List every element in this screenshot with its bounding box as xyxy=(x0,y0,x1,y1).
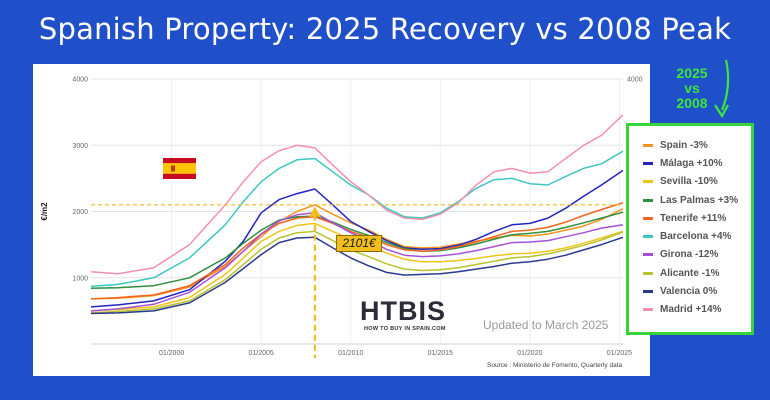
x-tick-label: 01/2020 xyxy=(517,350,542,357)
legend-item: Madrid +14% xyxy=(643,301,751,319)
series-line-barcelona xyxy=(90,150,624,288)
chart-panel: 4000400030003000200020001000100001/20000… xyxy=(33,64,650,376)
legend-item: Barcelona +4% xyxy=(643,227,751,245)
callout-line-1: 2025 xyxy=(676,65,708,81)
page-title: Spanish Property: 2025 Recovery vs 2008 … xyxy=(38,12,732,46)
legend-label: Málaga +10% xyxy=(660,157,723,169)
logo-tagline: HOW TO BUY IN SPAIN.COM xyxy=(364,326,446,332)
legend-swatch xyxy=(643,308,653,312)
x-tick-label: 01/2000 xyxy=(159,350,184,357)
legend-label: Las Palmas +3% xyxy=(660,194,739,206)
vs-callout: 2025 vs 2008 xyxy=(662,66,722,111)
legend-item: Sevilla -10% xyxy=(643,173,751,191)
legend-label: Valencia 0% xyxy=(660,286,718,298)
legend-item: Spain -3% xyxy=(643,136,751,154)
legend-item: Alicante -1% xyxy=(643,264,751,282)
y-axis-label: €/m2 xyxy=(40,202,49,221)
legend-swatch xyxy=(643,180,653,184)
series-line-málaga xyxy=(90,169,624,308)
x-tick-label: 01/2015 xyxy=(428,350,453,357)
peak-arrow-head xyxy=(308,206,321,217)
y-tick-label-left: 3000 xyxy=(72,143,88,150)
series-line-las xyxy=(90,211,624,290)
peak-annotation-label: 2101€ xyxy=(336,235,382,252)
legend-item: Las Palmas +3% xyxy=(643,191,751,209)
x-tick-label: 01/2010 xyxy=(338,350,363,357)
legend-swatch xyxy=(643,253,653,257)
series-line-madrid xyxy=(90,114,624,275)
legend-swatch xyxy=(643,198,653,202)
legend-swatch xyxy=(643,271,653,275)
legend-swatch xyxy=(643,143,653,147)
htbis-logo: HTBIS HOW TO BUY IN SPAIN.COM xyxy=(360,296,480,338)
legend-label: Barcelona +4% xyxy=(660,231,732,243)
line-chart: 4000400030003000200020001000100001/20000… xyxy=(40,77,643,358)
series-line-sevilla xyxy=(90,222,624,312)
legend-label: Spain -3% xyxy=(660,139,708,151)
legend-swatch xyxy=(643,161,653,165)
y-tick-label-left: 4000 xyxy=(72,77,88,84)
series-line-valencia xyxy=(90,236,624,315)
y-tick-label-right: 4000 xyxy=(627,77,643,84)
chart-legend: Spain -3% Málaga +10% Sevilla -10% Las Palm… xyxy=(626,123,754,335)
legend-item: Valencia 0% xyxy=(643,282,751,300)
source-note: Source : Ministerio de Fomento, Quarterl… xyxy=(487,362,623,369)
legend-item: Girona -12% xyxy=(643,246,751,264)
logo-text: HTBIS xyxy=(360,296,446,326)
y-tick-label-left: 1000 xyxy=(72,275,88,282)
legend-label: Madrid +14% xyxy=(660,304,722,316)
legend-label: Girona -12% xyxy=(660,249,719,261)
legend-label: Tenerife +11% xyxy=(660,212,727,224)
legend-swatch xyxy=(643,290,653,294)
series-line-girona xyxy=(90,212,624,312)
y-tick-label-left: 2000 xyxy=(72,209,88,216)
legend-item: Málaga +10% xyxy=(643,154,751,172)
callout-line-3: 2008 xyxy=(676,95,708,111)
updated-note: Updated to March 2025 xyxy=(483,318,609,332)
legend-swatch xyxy=(643,216,653,220)
x-tick-label: 01/2005 xyxy=(249,350,274,357)
x-tick-label: 01/2025 xyxy=(607,350,632,357)
legend-label: Alicante -1% xyxy=(660,267,720,279)
series-line-tenerife xyxy=(90,202,624,300)
series-line-alicante xyxy=(90,230,624,314)
legend-swatch xyxy=(643,235,653,239)
legend-label: Sevilla -10% xyxy=(660,176,718,188)
callout-line-2: vs xyxy=(684,80,700,96)
spain-flag-icon xyxy=(163,158,196,179)
legend-item: Tenerife +11% xyxy=(643,209,751,227)
green-down-arrow-icon xyxy=(714,59,730,119)
